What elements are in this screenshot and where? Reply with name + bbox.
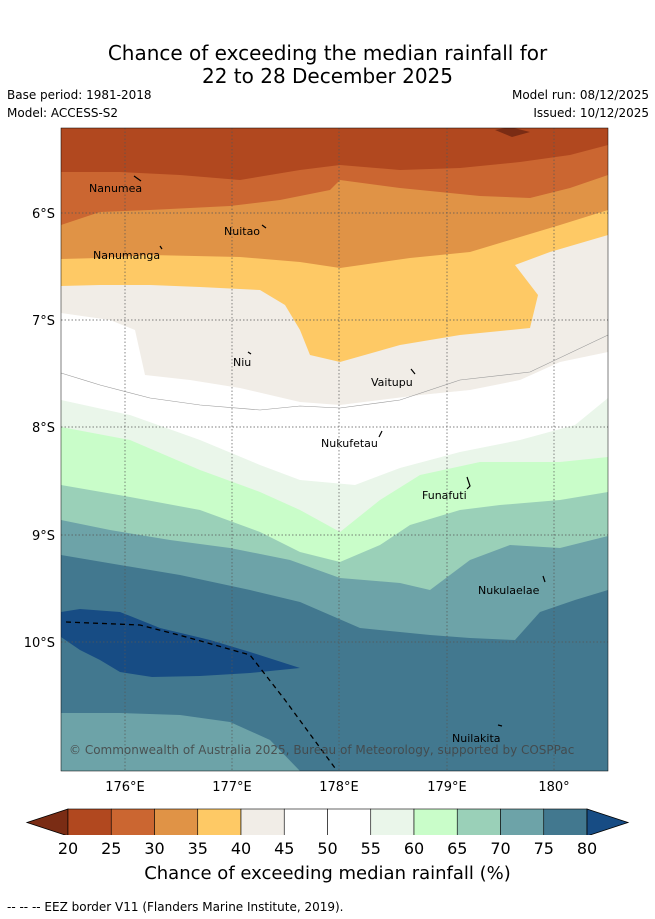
islands bbox=[133, 175, 546, 727]
place-label: Funafuti bbox=[422, 489, 467, 502]
colorbar-segment bbox=[500, 808, 545, 835]
colorbar-tick-label: 65 bbox=[447, 839, 468, 858]
eez-legend-footer: -- -- -- EEZ border V11 (Flanders Marine… bbox=[7, 900, 344, 914]
model-run: Model run: 08/12/2025 bbox=[511, 88, 649, 102]
colorbar-tick-label: 45 bbox=[274, 839, 295, 858]
probability-contours bbox=[61, 128, 608, 771]
colorbar-segment bbox=[413, 808, 458, 835]
place-label: Nukufetau bbox=[321, 437, 378, 450]
zone-70-75-south bbox=[61, 713, 300, 771]
rainfall-map: Nanumea Nuitao Nanumanga Niu Vaitupu Nuk… bbox=[24, 127, 630, 835]
latitude-labels: 6°S 7°S 8°S 9°S 10°S bbox=[24, 207, 55, 651]
colorbar-tick-label: 55 bbox=[360, 839, 381, 858]
copyright-notice: © Commonwealth of Australia 2025, Bureau… bbox=[69, 743, 574, 757]
place-labels: Nanumea Nuitao Nanumanga Niu Vaitupu Nuk… bbox=[89, 182, 540, 745]
colorbar-tick-label: 40 bbox=[230, 839, 252, 858]
lon-label: 177°E bbox=[212, 780, 252, 795]
colorbar-segment bbox=[154, 808, 199, 835]
colorbar-segment bbox=[543, 808, 588, 835]
colorbar-segment bbox=[240, 808, 285, 835]
lat-label: 9°S bbox=[32, 529, 55, 544]
place-label: Nanumea bbox=[89, 182, 142, 195]
colorbar-segment bbox=[197, 808, 242, 835]
colorbar-ticks: 20 25 30 35 40 45 50 55 60 65 70 75 80 bbox=[0, 839, 655, 859]
base-period: Base period: 1981-2018 bbox=[7, 88, 152, 102]
colorbar-label: Chance of exceeding median rainfall (%) bbox=[144, 863, 511, 884]
place-label: Niu bbox=[233, 356, 251, 369]
colorbar-segment bbox=[370, 808, 415, 835]
zone-over-80 bbox=[61, 609, 300, 677]
graticule bbox=[61, 128, 608, 771]
place-label: Nanumanga bbox=[93, 249, 160, 262]
longitude-labels: 176°E 177°E 178°E 179°E 180° bbox=[105, 780, 569, 795]
issued-date: Issued: 10/12/2025 bbox=[533, 106, 649, 120]
lon-label: 179°E bbox=[427, 780, 467, 795]
lon-label: 178°E bbox=[319, 780, 359, 795]
colorbar-segment bbox=[67, 808, 112, 835]
colorbar-segment bbox=[283, 808, 328, 835]
colorbar-tick-label: 30 bbox=[144, 839, 165, 858]
eez-border bbox=[65, 621, 336, 769]
place-label: Nukulaelae bbox=[478, 584, 540, 597]
zone-20-25 bbox=[61, 128, 608, 180]
colorbar-tick-label: 70 bbox=[490, 839, 511, 858]
colorbar-segment bbox=[456, 808, 501, 835]
model-name: Model: ACCESS-S2 bbox=[7, 106, 119, 120]
place-label: Vaitupu bbox=[371, 376, 413, 389]
lat-label: 6°S bbox=[32, 207, 55, 222]
colorbar-tick-label: 60 bbox=[403, 839, 425, 858]
colorbar-tick-label: 25 bbox=[101, 839, 122, 858]
colorbar-tick-label: 20 bbox=[57, 839, 79, 858]
lat-label: 8°S bbox=[32, 421, 55, 436]
map-frame bbox=[60, 127, 609, 772]
lat-label: 10°S bbox=[24, 636, 55, 651]
contour-lines bbox=[60, 334, 609, 411]
colorbar-under-arrow bbox=[25, 808, 69, 835]
colorbar-segment bbox=[110, 808, 155, 835]
place-label: Nuilakita bbox=[452, 732, 501, 745]
lon-label: 176°E bbox=[105, 780, 145, 795]
colorbar-over-arrow bbox=[586, 808, 630, 835]
map-title-line1: Chance of exceeding the median rainfall … bbox=[107, 41, 548, 65]
map-title-line2: 22 to 28 December 2025 bbox=[201, 64, 453, 88]
colorbar bbox=[25, 808, 630, 835]
colorbar-tick-label: 80 bbox=[576, 839, 598, 858]
lat-label: 7°S bbox=[32, 314, 55, 329]
place-label: Nuitao bbox=[224, 225, 260, 238]
lon-label: 180° bbox=[538, 780, 569, 795]
colorbar-tick-label: 75 bbox=[533, 839, 554, 858]
zone-under-20 bbox=[495, 128, 530, 137]
colorbar-tick-label: 35 bbox=[187, 839, 208, 858]
colorbar-tick-label: 50 bbox=[317, 839, 338, 858]
colorbar-segment bbox=[327, 808, 372, 835]
